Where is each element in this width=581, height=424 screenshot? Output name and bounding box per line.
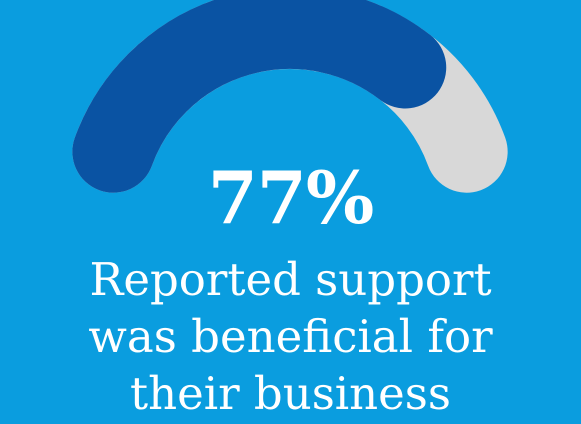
caption-line-3: their business bbox=[130, 367, 451, 420]
caption-line-1: Reported support bbox=[89, 253, 492, 306]
caption: Reported support was beneficial for thei… bbox=[0, 251, 581, 422]
caption-line-2: was beneficial for bbox=[88, 310, 493, 363]
gauge-filled-arc bbox=[72, 0, 447, 193]
percentage-value: 77% bbox=[207, 155, 375, 240]
